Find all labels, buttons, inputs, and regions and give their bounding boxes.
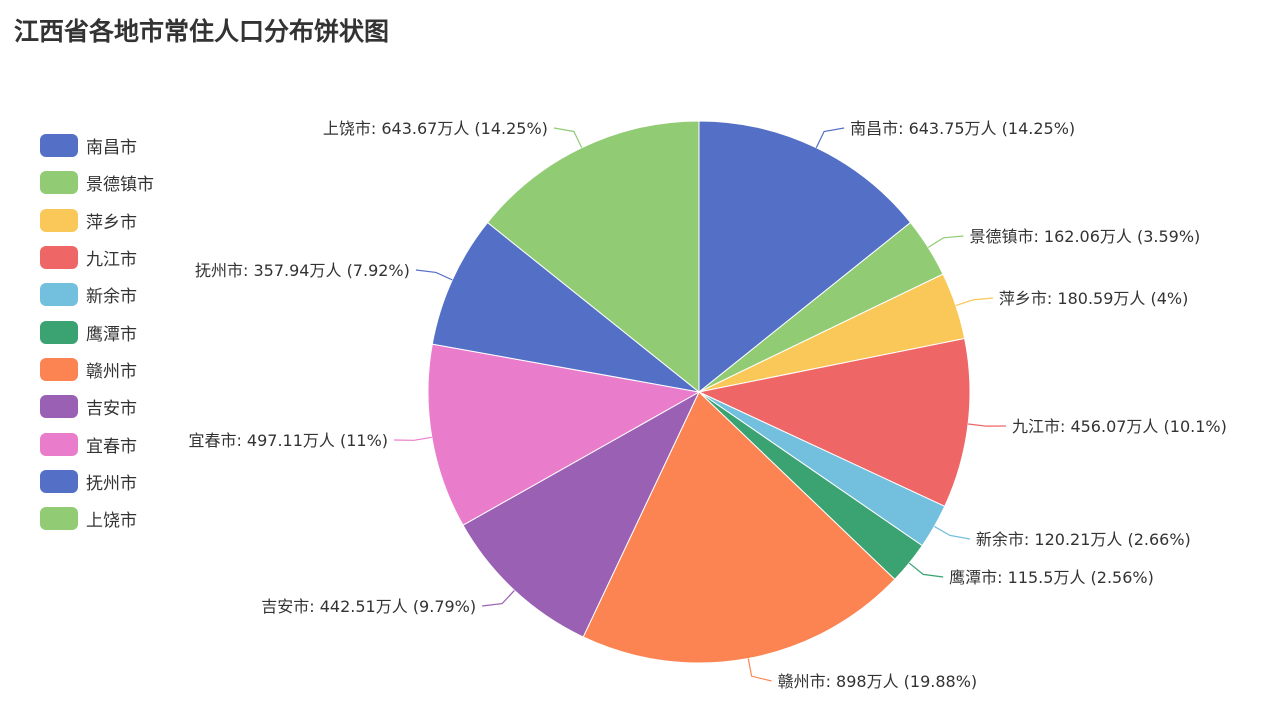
legend-label: 抚州市 [86, 473, 137, 494]
legend-item-yingtan[interactable]: 鹰潭市 [40, 313, 154, 350]
slice-label-7: 吉安市: 442.51万人 (9.79%) [261, 597, 476, 616]
pie-slice-7[interactable] [462, 390, 701, 638]
label-line-6 [747, 658, 772, 682]
pie-slice-6[interactable] [582, 391, 896, 664]
label-line-8 [394, 436, 432, 441]
legend-swatch [40, 507, 78, 531]
legend-swatch [40, 283, 78, 307]
pie-slice-3[interactable] [697, 337, 971, 507]
legend-item-jiujiang[interactable]: 九江市 [40, 239, 154, 276]
legend-item-nanchang[interactable]: 南昌市 [40, 127, 154, 164]
legend-swatch [40, 320, 78, 344]
legend-item-yichun[interactable]: 宜春市 [40, 425, 154, 462]
legend-label: 宜春市 [86, 436, 137, 457]
legend-label: 景德镇市 [86, 175, 154, 196]
legend-label: 赣州市 [86, 361, 137, 382]
pie-slice-0[interactable] [698, 120, 912, 394]
legend-label: 上饶市 [86, 511, 137, 532]
legend-swatch [40, 246, 78, 270]
slice-label-10: 上饶市: 643.67万人 (14.25%) [323, 119, 548, 138]
slice-label-0: 南昌市: 643.75万人 (14.25%) [850, 119, 1075, 138]
legend-item-ganzhou[interactable]: 赣州市 [40, 351, 154, 388]
label-line-10 [553, 127, 583, 148]
label-line-5 [908, 562, 944, 578]
legend-label: 九江市 [86, 250, 137, 271]
legend-swatch [40, 395, 78, 419]
label-line-7 [482, 590, 515, 607]
chart-title: 江西省各地市常住人口分布饼状图 [14, 17, 390, 46]
legend-item-fuzhou[interactable]: 抚州市 [40, 463, 154, 500]
legend-label: 鹰潭市 [86, 324, 137, 345]
legend-swatch [40, 208, 78, 232]
slice-label-3: 九江市: 456.07万人 (10.1%) [1012, 417, 1227, 436]
label-line-3 [968, 423, 1006, 427]
pie-slice-8[interactable] [427, 343, 701, 526]
slice-label-4: 新余市: 120.21万人 (2.66%) [976, 530, 1191, 549]
legend-label: 南昌市 [86, 138, 137, 159]
legend-label: 新余市 [86, 287, 137, 308]
legend-label: 萍乡市 [86, 212, 137, 233]
slice-label-2: 萍乡市: 180.59万人 (4%) [999, 289, 1188, 308]
legend-item-pingxiang[interactable]: 萍乡市 [40, 202, 154, 239]
label-line-4 [934, 525, 971, 540]
label-line-9 [415, 269, 453, 281]
legend-item-jian[interactable]: 吉安市 [40, 388, 154, 425]
slice-label-6: 赣州市: 898万人 (19.88%) [778, 672, 978, 691]
label-line-2 [955, 297, 993, 307]
slice-label-9: 抚州市: 357.94万人 (7.92%) [195, 261, 410, 280]
legend-item-jingdezhen[interactable]: 景德镇市 [40, 164, 154, 201]
slice-label-1: 景德镇市: 162.06万人 (3.59%) [969, 227, 1200, 246]
legend-swatch [40, 432, 78, 456]
legend-swatch [40, 134, 78, 158]
legend-item-shangrao[interactable]: 上饶市 [40, 500, 154, 537]
legend-swatch [40, 357, 78, 381]
slice-label-8: 宜春市: 497.11万人 (11%) [188, 431, 388, 450]
legend-item-xinyu[interactable]: 新余市 [40, 276, 154, 313]
chart-legend: 南昌市 景德镇市 萍乡市 九江市 新余市 鹰潭市 赣州市 吉安市 宜春市 抚州市… [40, 127, 154, 537]
label-line-0 [815, 127, 845, 148]
legend-swatch [40, 469, 78, 493]
legend-swatch [40, 171, 78, 195]
slice-label-5: 鹰潭市: 115.5万人 (2.56%) [949, 568, 1154, 587]
legend-label: 吉安市 [86, 399, 137, 420]
label-line-1 [927, 235, 964, 248]
